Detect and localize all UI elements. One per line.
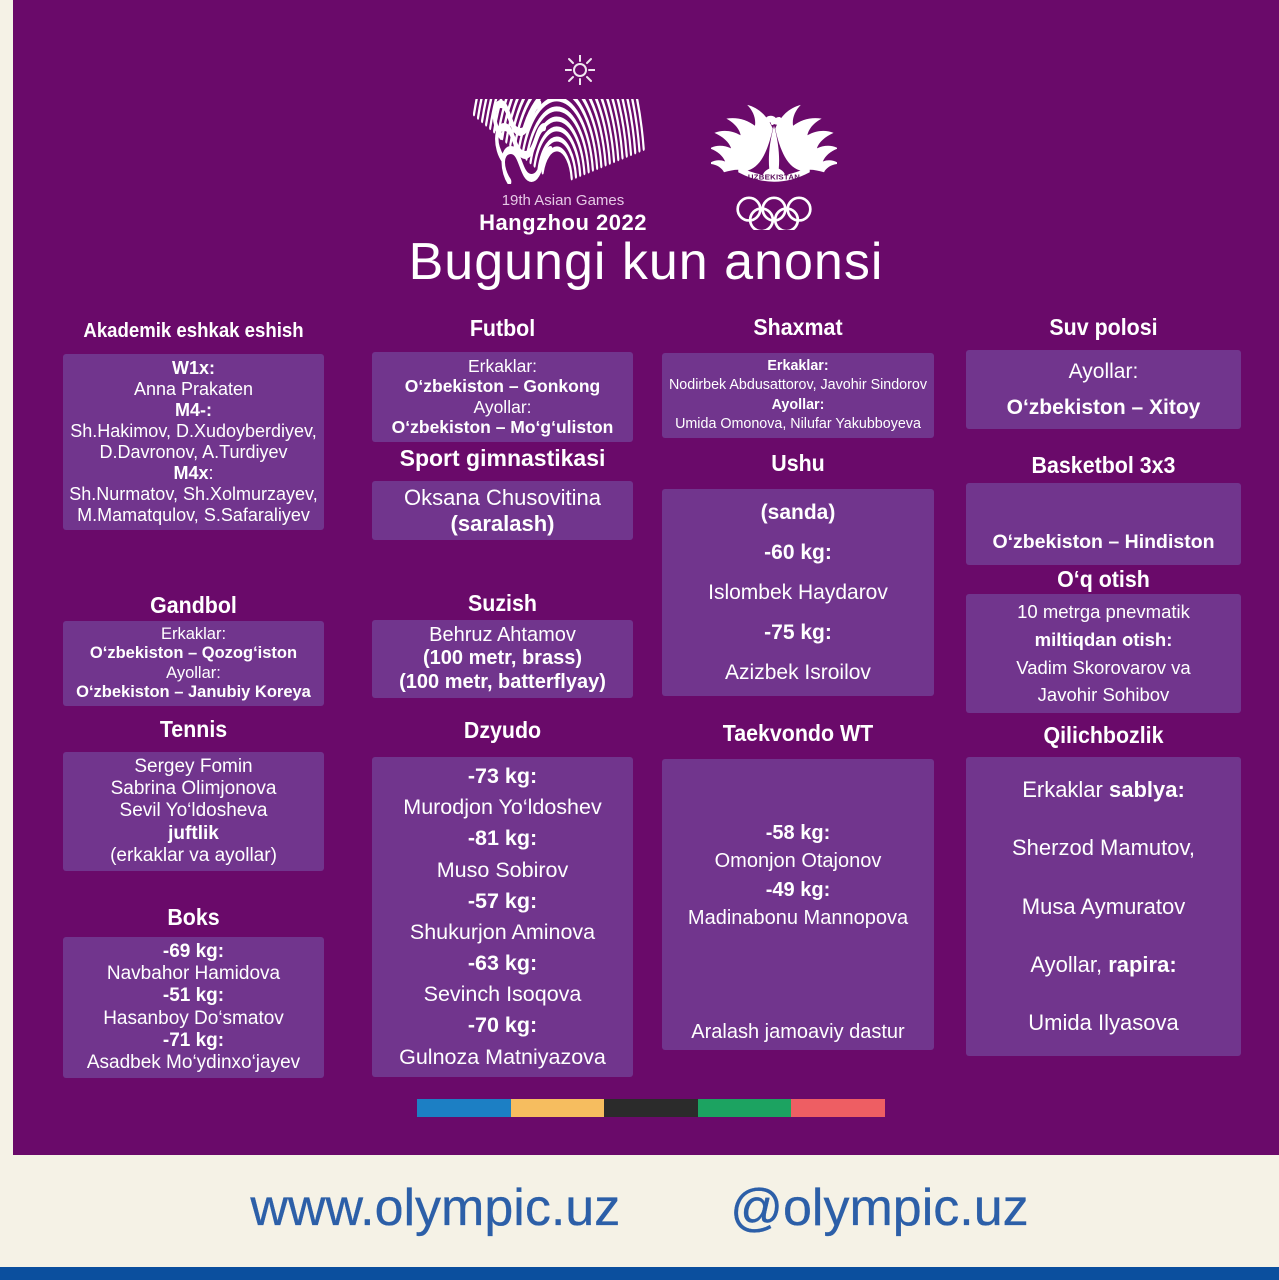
svg-text:UZBEKISTAN: UZBEKISTAN <box>748 172 800 181</box>
